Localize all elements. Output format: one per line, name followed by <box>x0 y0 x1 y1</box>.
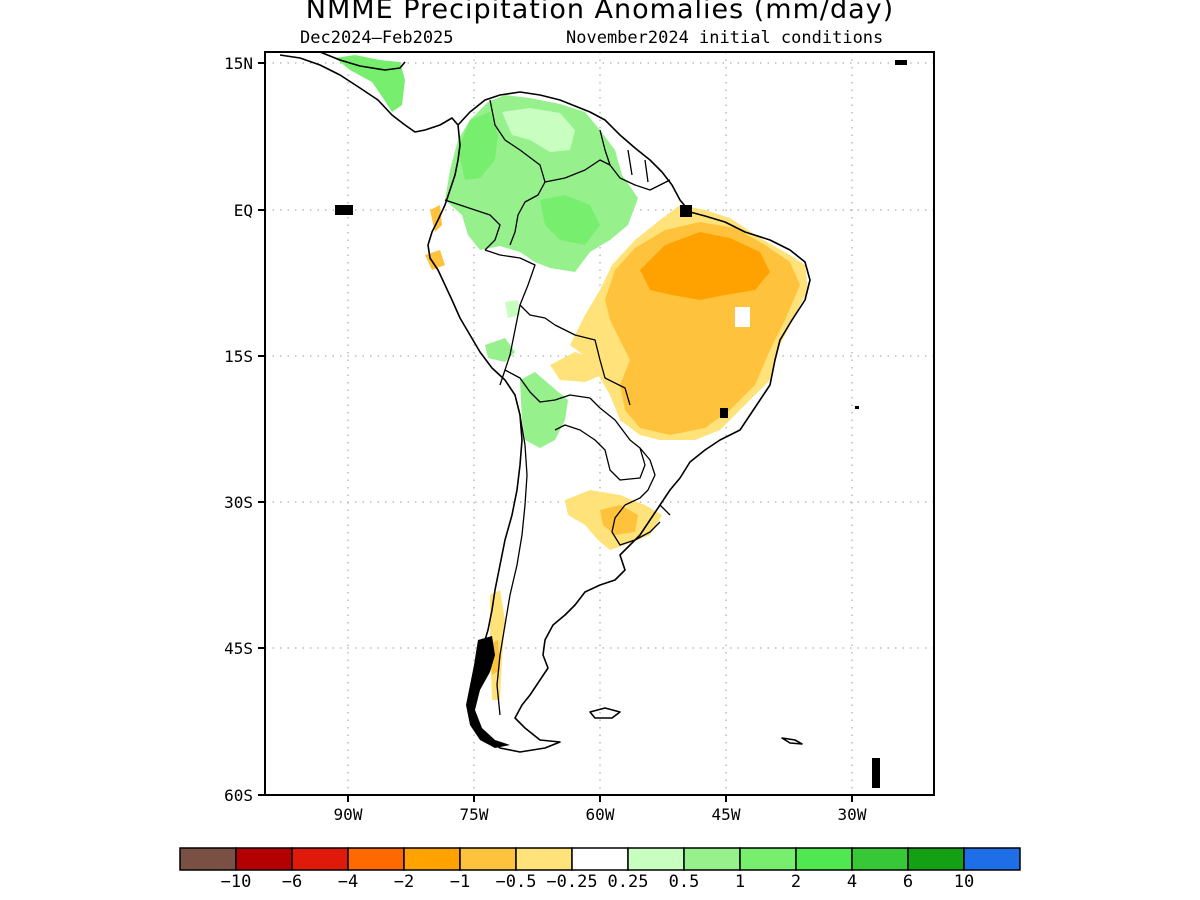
border-bolivia-south <box>504 369 591 403</box>
wet-region-andes-south <box>520 372 568 448</box>
south-georgia <box>781 737 803 745</box>
colorbar-label: −6 <box>282 872 302 892</box>
colorbar-swatch <box>851 847 909 871</box>
border-ecuador <box>444 199 501 251</box>
lat-label-45s: 45S <box>224 639 253 658</box>
lon-label-90w: 90W <box>334 805 363 824</box>
colorbar-swatch <box>235 847 293 871</box>
dry-region-ecuador <box>430 205 442 232</box>
border-peru-bolivia <box>499 304 521 386</box>
colorbar-swatch <box>907 847 965 871</box>
lat-label-eq: EQ <box>234 201 253 220</box>
lat-label-30s: 30S <box>224 493 253 512</box>
marajo-island <box>680 205 692 217</box>
islands <box>335 60 907 788</box>
border-guianas <box>599 129 649 183</box>
colorbar-label: 2 <box>791 872 801 892</box>
dry-anomaly-regions <box>425 205 808 700</box>
dry-region-uruguay-strong <box>600 505 638 535</box>
border-paraguay <box>554 397 646 481</box>
border-argentina-brazil <box>624 447 656 506</box>
caribbean-coast <box>319 52 406 71</box>
colorbar-label: 0.25 <box>608 872 649 892</box>
map-title: NMME Precipitation Anomalies (mm/day) <box>305 0 895 25</box>
colorbar-swatch <box>739 847 797 871</box>
national-borders <box>444 99 671 716</box>
colorbar-label: −10 <box>221 872 252 892</box>
colorbar-label: 10 <box>954 872 974 892</box>
border-brazil-uruguay-coast <box>659 504 671 516</box>
colorbar-swatch <box>963 847 1021 871</box>
border-venezuela-brazil <box>544 159 671 191</box>
lon-label-60w: 60W <box>586 805 615 824</box>
central-america-coast <box>279 54 459 133</box>
colorbar-label: 0.5 <box>669 872 700 892</box>
wet-anomaly-regions <box>335 55 638 448</box>
colorbar-labels: −10 −6 −4 −2 −1 −0.5 −0.25 0.25 0.5 1 2 4 6 10 <box>221 872 975 892</box>
dry-region-bolivia-paraguay <box>550 352 602 382</box>
colorbar-label: −0.25 <box>546 872 597 892</box>
wet-region-central-america <box>335 55 405 112</box>
caribbean-island <box>895 60 907 65</box>
colorbar-swatch <box>291 847 349 871</box>
colorbar-label: 4 <box>847 872 857 892</box>
colorbar-label: 1 <box>735 872 745 892</box>
colorbar-label: 6 <box>903 872 913 892</box>
colorbar <box>179 847 1021 871</box>
lat-label-60s: 60S <box>224 786 253 805</box>
season-label: Dec2024–Feb2025 <box>300 28 454 48</box>
colorbar-label: −2 <box>394 872 414 892</box>
colorbar-swatch <box>571 847 629 871</box>
colorbar-label: −1 <box>450 872 470 892</box>
colorbar-label: −0.5 <box>496 872 537 892</box>
colorbar-swatch <box>627 847 685 871</box>
colorbar-label: −4 <box>338 872 358 892</box>
latitude-labels: 15N EQ 15S 30S 45S 60S <box>224 54 253 805</box>
colorbar-swatch <box>347 847 405 871</box>
border-chile-argentina <box>496 414 528 716</box>
falklands <box>589 707 621 719</box>
colorbar-swatch <box>683 847 741 871</box>
border-uruguay <box>611 504 661 546</box>
small-island <box>855 406 859 409</box>
wet-region-light <box>502 108 575 152</box>
lon-label-75w: 75W <box>460 805 489 824</box>
colorbar-swatch <box>515 847 573 871</box>
neutral-patch <box>735 307 750 327</box>
border-bolivia-brazil <box>554 324 631 406</box>
wet-region-amazon-strong <box>540 195 600 245</box>
lat-label-15s: 15S <box>224 347 253 366</box>
galapagos-island <box>335 205 353 215</box>
longitude-labels: 90W 75W 60W 45W 30W <box>334 805 867 824</box>
initial-conditions-label: November2024 initial conditions <box>566 28 884 48</box>
lat-label-15n: 15N <box>224 54 253 73</box>
colorbar-swatch <box>179 847 237 871</box>
tick-marks <box>258 62 853 802</box>
wet-region-colombia-strong <box>458 112 498 180</box>
wet-region-bolivia <box>485 338 515 362</box>
colorbar-swatch <box>459 847 517 871</box>
lon-label-30w: 30W <box>838 805 867 824</box>
dry-region-peru-coast <box>425 250 445 270</box>
dry-region-brazil-strong <box>640 232 770 300</box>
chile-fjords <box>466 636 510 748</box>
lon-label-45w: 45W <box>712 805 741 824</box>
colorbar-swatch <box>403 847 461 871</box>
border-peru-brazil <box>484 249 556 326</box>
wet-region-small <box>505 300 520 318</box>
colorbar-swatch <box>795 847 853 871</box>
south-sandwich-islands <box>872 758 880 788</box>
coastal-island <box>720 408 728 418</box>
